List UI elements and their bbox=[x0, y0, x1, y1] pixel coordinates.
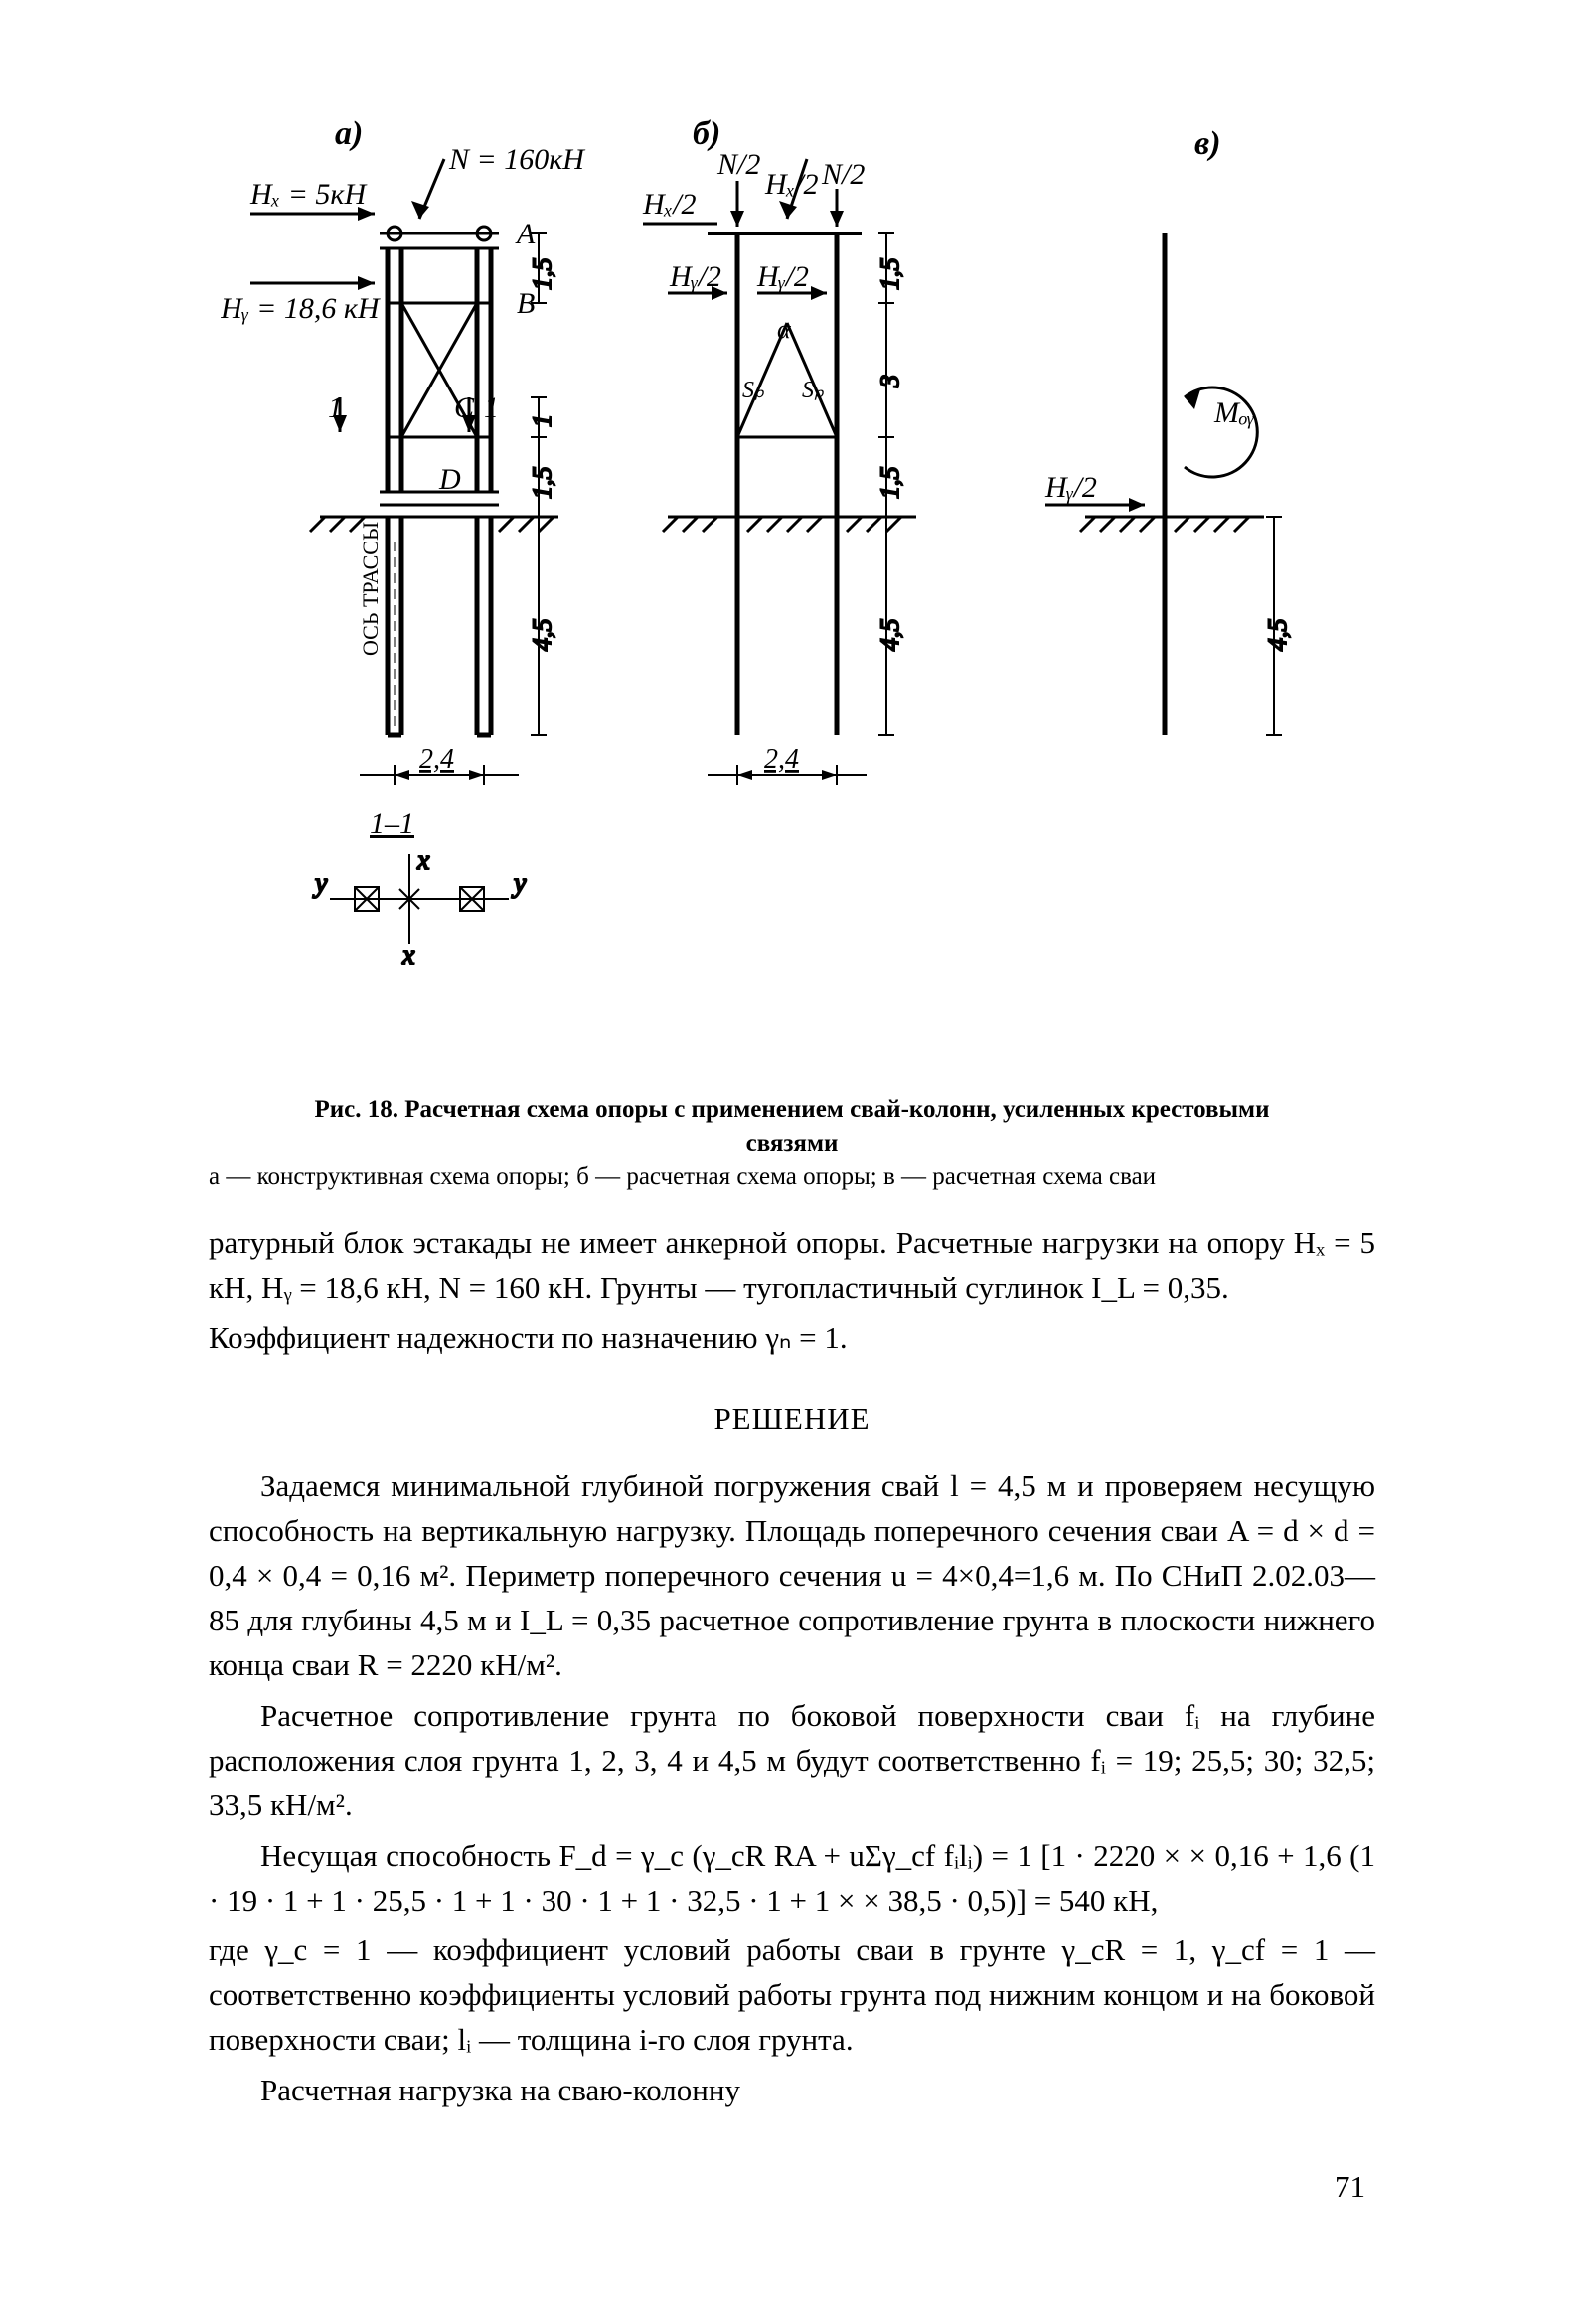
label-Hx: Hₓ = 5кН bbox=[249, 178, 368, 211]
para-1: Задаемся минимальной глубиной погружения… bbox=[209, 1465, 1375, 1688]
label-Hy2-v: Hᵧ/2 bbox=[1044, 471, 1097, 504]
page-number: 71 bbox=[1335, 2169, 1365, 2205]
label-Hx2-a: Hₓ/2 bbox=[642, 188, 697, 221]
dim-a-1: 1,5 bbox=[528, 258, 556, 291]
label-x-top: x bbox=[416, 846, 430, 876]
caption-sub: связями bbox=[209, 1127, 1375, 1161]
dim-a-3: 1,5 bbox=[528, 467, 556, 500]
para-3: Несущая способность F_d = γ_c (γ_cR RA +… bbox=[209, 1834, 1375, 1924]
label-section: 1–1 bbox=[370, 807, 414, 840]
dim-a-2: 1 bbox=[528, 414, 556, 427]
label-sp-l: Sₚ bbox=[742, 378, 765, 403]
dim-b-3: 1,5 bbox=[875, 467, 904, 500]
intro-para-1: ратурный блок эстакады не имеет анкерной… bbox=[209, 1221, 1375, 1311]
label-N: N = 160кН bbox=[448, 143, 586, 176]
dim-a-4: 4,5 bbox=[528, 619, 556, 652]
section-title: РЕШЕНИЕ bbox=[209, 1401, 1375, 1437]
para-4: где γ_c = 1 — коэффициент условий работы… bbox=[209, 1929, 1375, 2063]
axis-label: ОСЬ ТРАССЫ bbox=[358, 522, 383, 656]
label-Hy2-b: Hᵧ/2 bbox=[756, 260, 809, 293]
label-N2-b: N/2 bbox=[821, 158, 865, 191]
label-y-r: y bbox=[511, 868, 527, 899]
dim-b-4: 4,5 bbox=[875, 619, 904, 652]
intro-para-2: Коэффициент надежности по назначению γₙ … bbox=[209, 1317, 1375, 1361]
label-Hy: Hᵧ = 18,6 кН bbox=[221, 292, 382, 325]
label-sec1r: 1 bbox=[484, 391, 499, 424]
dim-b-1: 1,5 bbox=[875, 258, 904, 291]
intro-text: ратурный блок эстакады не имеет анкерной… bbox=[209, 1221, 1375, 1361]
dim-v: 4,5 bbox=[1263, 619, 1292, 652]
caption-title: Рис. 18. Расчетная схема опоры с примене… bbox=[209, 1093, 1375, 1127]
label-y-l: y bbox=[312, 868, 328, 899]
caption-legend: а — конструктивная схема опоры; б — расч… bbox=[209, 1161, 1375, 1194]
label-N2-a: N/2 bbox=[716, 148, 760, 181]
figure-caption: Рис. 18. Расчетная схема опоры с примене… bbox=[209, 1093, 1375, 1193]
label-D: D bbox=[438, 463, 461, 496]
panel-label-a: а) bbox=[335, 115, 363, 152]
panel-label-v: в) bbox=[1194, 125, 1221, 162]
dim-b-2: 3 bbox=[875, 375, 904, 388]
figure-18-svg: а) N = 160кН Hₓ = 5кН Hᵧ = 18,6 кН A bbox=[221, 99, 1363, 1053]
label-sp-r: Sₚ bbox=[802, 378, 825, 403]
label-x-bot: x bbox=[401, 940, 415, 971]
label-Hx2-b: Hₓ/2 bbox=[764, 168, 819, 201]
para-5: Расчетная нагрузка на сваю-колонну bbox=[209, 2069, 1375, 2113]
solution-text: Задаемся минимальной глубиной погружения… bbox=[209, 1465, 1375, 2113]
label-alpha: α bbox=[777, 315, 792, 344]
dim-span-b: 2,4 bbox=[764, 744, 799, 775]
panel-b: б) N/2 Hₓ/2 N/2 Hₓ/2 Hᵧ/2 Hᵧ/ bbox=[642, 115, 916, 785]
para-2: Расчетное сопротивление грунта по боково… bbox=[209, 1694, 1375, 1828]
label-Moy: Mₒᵧ bbox=[1213, 396, 1255, 429]
panel-label-b: б) bbox=[693, 115, 720, 152]
dim-span-a: 2,4 bbox=[419, 744, 454, 775]
panel-a: а) N = 160кН Hₓ = 5кН Hᵧ = 18,6 кН A bbox=[221, 115, 586, 971]
figure-18: а) N = 160кН Hₓ = 5кН Hᵧ = 18,6 кН A bbox=[209, 99, 1375, 1053]
page: а) N = 160кН Hₓ = 5кН Hᵧ = 18,6 кН A bbox=[0, 0, 1584, 2324]
panel-v: в) Mₒᵧ Hᵧ/2 bbox=[1044, 125, 1292, 735]
